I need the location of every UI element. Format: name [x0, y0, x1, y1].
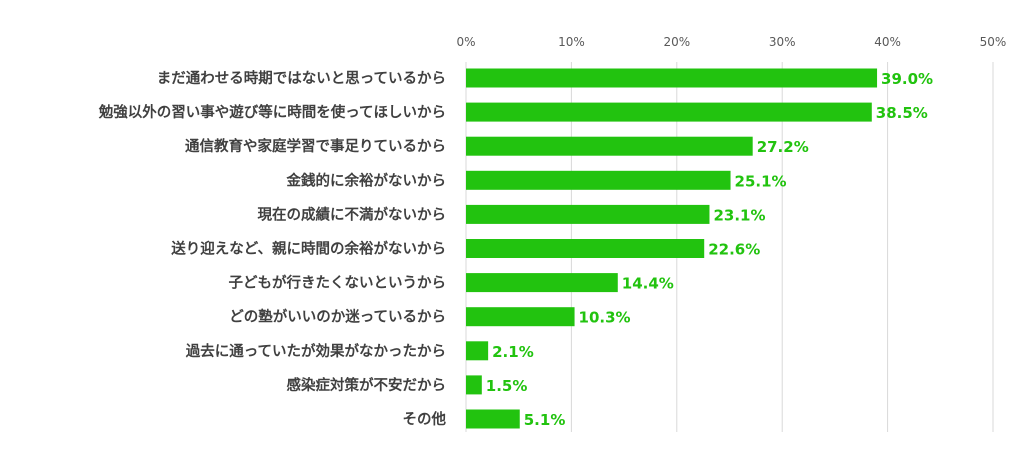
x-tick-label: 10%: [558, 35, 585, 49]
bar: [466, 341, 489, 361]
bar: [466, 68, 878, 88]
category-label: まだ通わせる時期ではないと思っているから: [157, 69, 446, 87]
data-label: 14.4%: [622, 275, 674, 293]
data-label: 39.0%: [881, 70, 933, 88]
category-label: 子どもが行きたくないというから: [229, 274, 447, 292]
data-label: 22.6%: [708, 241, 760, 259]
bar: [466, 239, 705, 258]
value-labels: 39.0% 38.5% 27.2% 25.1% 23.1% 22.6% 14.4% 10.3%…: [486, 70, 933, 429]
bar: [466, 375, 482, 395]
category-label: その他: [403, 410, 447, 428]
bar: [466, 307, 575, 327]
data-label: 5.1%: [524, 411, 566, 429]
bar: [466, 170, 731, 190]
category-label: 送り迎えなど、親に時間の余裕がないから: [170, 240, 446, 258]
category-label: どの塾がいいのか迷っているから: [229, 308, 446, 326]
x-tick-label: 30%: [769, 35, 796, 49]
data-label: 10.3%: [579, 309, 631, 327]
data-label: 2.1%: [492, 343, 534, 361]
bar: [466, 102, 872, 122]
data-label: 27.2%: [757, 138, 809, 156]
bar: [466, 409, 520, 429]
category-label: 過去に通っていたが効果がなかったから: [185, 342, 446, 360]
bars: [466, 68, 878, 429]
x-tick-label: 20%: [663, 35, 690, 49]
category-label: 現在の成績に不満がないから: [258, 205, 447, 223]
x-tick-label: 40%: [874, 35, 901, 49]
data-label: 1.5%: [486, 377, 528, 395]
data-label: 38.5%: [876, 104, 928, 122]
category-label: 金銭的に余裕がないから: [286, 171, 447, 189]
bar: [466, 136, 753, 156]
bar: [466, 273, 618, 293]
x-axis-ticks: 0% 10% 20% 30% 40% 50%: [456, 35, 1006, 49]
bar: [466, 204, 710, 224]
data-label: 25.1%: [735, 172, 787, 190]
category-labels: まだ通わせる時期ではないと思っているから勉強以外の習い事や遊び等に時間を使ってほ…: [98, 69, 447, 428]
category-label: 勉強以外の習い事や遊び等に時間を使ってほしいから: [98, 103, 446, 121]
category-label: 通信教育や家庭学習で事足りているから: [185, 137, 446, 155]
category-label: 感染症対策が不安だから: [287, 376, 447, 394]
x-tick-label: 0%: [456, 35, 475, 49]
x-tick-label: 50%: [980, 35, 1007, 49]
data-label: 23.1%: [713, 206, 765, 224]
